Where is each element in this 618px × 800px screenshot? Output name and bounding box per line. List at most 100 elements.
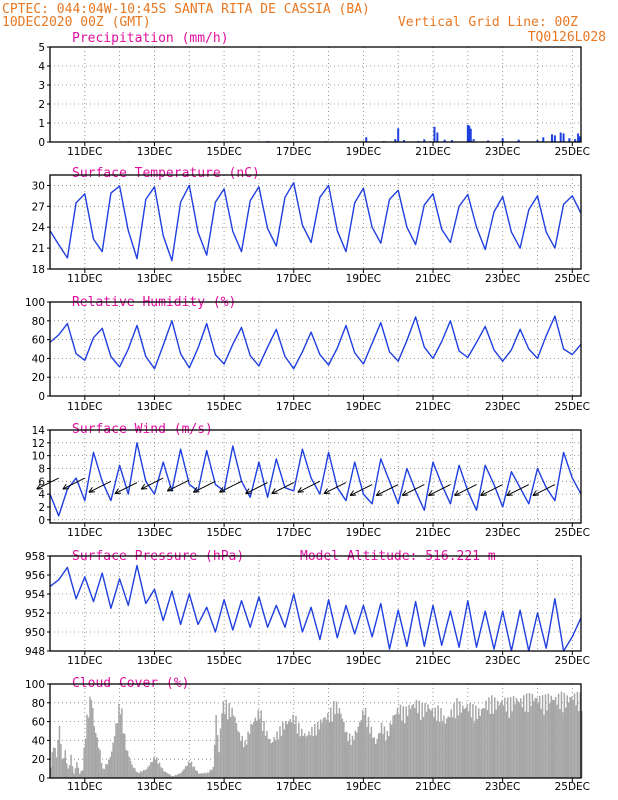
y-tick-label: 954 <box>25 589 45 601</box>
cloud-bar <box>366 726 368 778</box>
cloud-bar <box>549 703 551 778</box>
cloud-bar <box>456 698 458 778</box>
y-tick-label: 4 <box>38 489 45 501</box>
cloud-bar <box>106 764 109 778</box>
x-tick-label: 17DEC <box>276 273 311 285</box>
cloud-bar <box>89 696 91 778</box>
cloud-bar <box>232 715 235 778</box>
cloud-bar <box>348 733 351 778</box>
cloud-bar <box>316 721 319 778</box>
cloud-bar <box>428 708 431 778</box>
cloud-bar <box>269 739 271 778</box>
cloud-bar <box>492 713 494 778</box>
panel-title: Precipitation (mm/h) <box>72 31 229 46</box>
cloud-bar <box>567 702 570 778</box>
cloud-bar <box>459 701 461 778</box>
y-tick-label: 0 <box>38 773 45 785</box>
cloud-bar <box>229 717 232 778</box>
wind-arrow <box>323 482 347 495</box>
cloud-bar <box>240 740 242 778</box>
cloud-bar <box>335 701 338 778</box>
cloud-bar <box>417 713 419 778</box>
cloud-bar <box>447 716 450 778</box>
cloud-bar <box>356 732 358 778</box>
cloud-bar <box>353 740 355 778</box>
wind-arrow-head <box>480 490 487 497</box>
cloud-bar <box>543 714 545 778</box>
cloud-bar <box>193 766 196 778</box>
panel-frame <box>49 174 582 270</box>
x-tick-label: 25DEC <box>555 781 590 793</box>
wind-arrow <box>375 484 399 496</box>
cloud-bar <box>141 771 143 778</box>
cloud-bar <box>507 697 509 778</box>
cloud-bar <box>540 708 542 778</box>
x-tick-label: 23DEC <box>485 401 520 413</box>
cloud-bar <box>379 732 381 778</box>
y-tick-label: 100 <box>25 297 45 309</box>
cloud-bar <box>195 770 197 778</box>
wind-arrow-head <box>219 487 226 493</box>
cloud-bar <box>546 710 548 778</box>
cloud-bar <box>261 730 264 778</box>
cloud-bar <box>122 733 125 778</box>
wind-arrow <box>297 480 321 493</box>
cloud-bar <box>578 711 580 778</box>
cloud-bar <box>309 735 312 778</box>
cloud-bar <box>515 697 518 778</box>
cloud-bar <box>344 732 347 778</box>
cloud-bar <box>495 709 497 778</box>
wind-arrow-head <box>532 490 539 497</box>
cloud-bar <box>221 713 223 778</box>
x-tick-label: 25DEC <box>555 527 590 539</box>
x-tick-label: 19DEC <box>346 527 381 539</box>
cloud-bar <box>277 739 280 778</box>
precip-bar <box>397 128 400 142</box>
x-tick-label: 13DEC <box>137 146 172 158</box>
cloud-bar <box>385 740 387 778</box>
cloud-bar <box>97 747 100 778</box>
wind-arrow-head <box>323 488 331 495</box>
cloud-bar <box>263 721 265 778</box>
cloud-bar <box>109 757 111 778</box>
x-tick-label: 19DEC <box>346 781 381 793</box>
cloud-bar <box>270 743 273 778</box>
y-tick-label: 1 <box>38 118 45 130</box>
cloud-bar <box>357 726 360 778</box>
wind-arrow-head <box>506 490 513 497</box>
cloud-bar <box>71 766 74 778</box>
cloud-bar <box>296 733 299 778</box>
cloud-bar <box>260 710 262 778</box>
x-tick-label: 23DEC <box>485 655 520 667</box>
cloud-bar <box>402 706 405 778</box>
cloud-bar <box>508 717 510 778</box>
cloud-bar <box>462 705 464 778</box>
y-tick-label: 8 <box>38 463 45 475</box>
precip-bar <box>568 138 571 142</box>
cloud-bar <box>164 771 167 778</box>
cloud-bar <box>511 711 513 778</box>
wind-arrow-head <box>140 483 148 490</box>
y-tick-label: 0 <box>38 137 45 149</box>
cloud-bar <box>570 696 573 778</box>
cloud-bar <box>286 724 288 778</box>
precip-bar <box>450 140 453 142</box>
x-tick-label: 25DEC <box>555 401 590 413</box>
cloud-bar <box>267 738 270 778</box>
cloud-bar <box>186 765 188 778</box>
x-tick-label: 21DEC <box>415 655 450 667</box>
x-tick-label: 13DEC <box>137 527 172 539</box>
precip-bar <box>553 135 556 142</box>
cloud-bar <box>241 735 244 778</box>
cloud-bar <box>292 714 294 778</box>
cloud-bar <box>184 766 187 778</box>
cloud-bar <box>180 772 183 778</box>
cloud-bar <box>311 726 313 778</box>
cloud-bar <box>168 774 171 778</box>
cloud-bar <box>372 738 374 778</box>
cloud-bar <box>123 733 126 778</box>
cloud-bar <box>96 737 98 778</box>
cloud-bar <box>51 752 53 778</box>
cloud-bar <box>321 722 323 778</box>
cloud-bar <box>160 767 162 778</box>
